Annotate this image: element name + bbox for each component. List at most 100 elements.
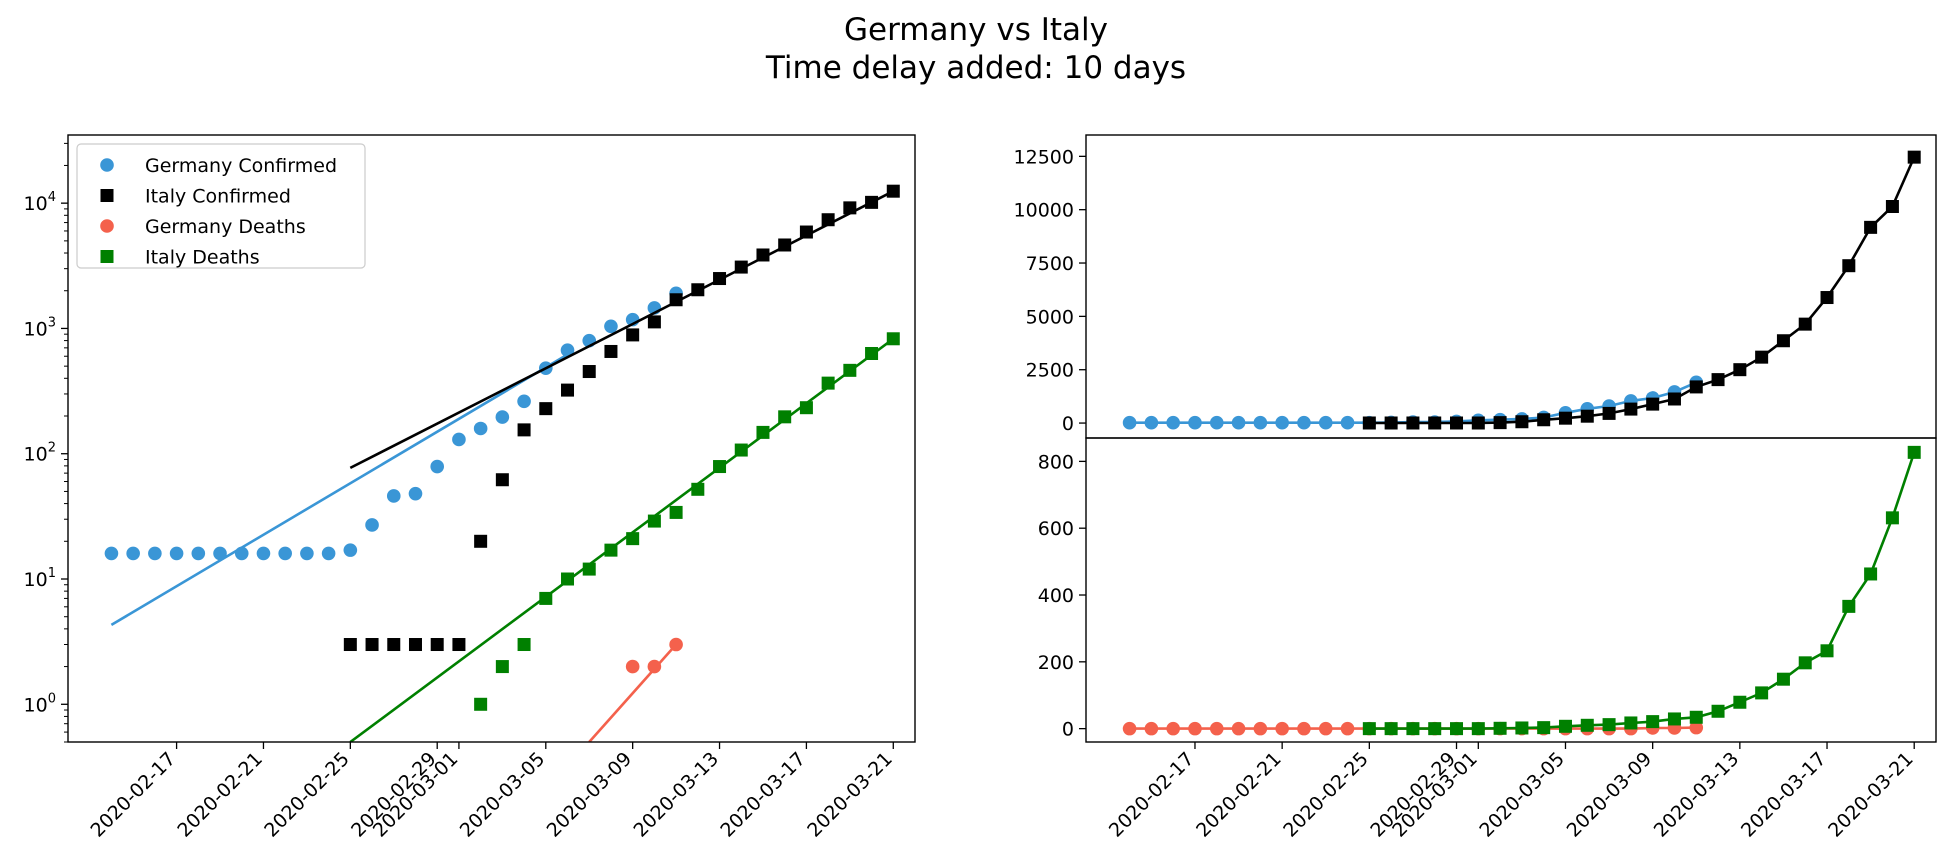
linear-confirmed-panel-frame [1085, 134, 1937, 439]
linear-deaths-panel-point-germany-deaths [1144, 721, 1159, 736]
linear-confirmed-panel-point-italy-confirmed [1733, 363, 1747, 377]
linear-confirmed-panel-point-italy-confirmed [1667, 392, 1681, 406]
log-panel-point-italy-confirmed [517, 423, 531, 437]
log-panel-point-italy-deaths [691, 482, 705, 496]
log-panel-point-germany-confirmed [517, 394, 531, 409]
linear-deaths-panel-y-tick-label: 600 [1038, 518, 1074, 540]
linear-deaths-panel-point-italy-deaths [1406, 722, 1420, 736]
linear-deaths-panel-point-italy-deaths [1450, 722, 1464, 736]
linear-confirmed-panel-point-italy-confirmed [1907, 150, 1921, 164]
linear-deaths-panel-plot-area [1122, 445, 1921, 736]
log-panel-point-germany-confirmed [104, 546, 119, 561]
legend-label-italy-confirmed: Italy Confirmed [145, 186, 291, 208]
log-panel-point-italy-deaths [517, 638, 531, 652]
log-panel-point-italy-deaths [561, 572, 575, 586]
linear-deaths-panel-point-italy-deaths [1820, 644, 1834, 658]
linear-deaths-panel-point-italy-deaths [1471, 722, 1485, 736]
linear-confirmed-panel-point-italy-confirmed [1885, 200, 1899, 214]
log-panel-fit-line-italy-deaths [349, 337, 895, 742]
linear-confirmed-panel-series-italy-confirmed [1362, 150, 1921, 430]
log-panel-point-germany-confirmed [473, 421, 488, 436]
log-panel-point-germany-confirmed [169, 546, 184, 561]
log-panel-point-italy-confirmed [886, 184, 900, 198]
log-panel-x-tick-label: 2020-03-13 [629, 748, 723, 842]
log-panel-point-italy-confirmed [343, 638, 357, 652]
linear-confirmed-panel-point-italy-confirmed [1515, 415, 1529, 429]
linear-confirmed-panel-point-germany-confirmed [1275, 415, 1289, 430]
linear-deaths-panel-y-tick-label: 0 [1062, 719, 1074, 741]
linear-confirmed-panel-y-tick-label: 10000 [1014, 200, 1074, 222]
linear-confirmed-panel-point-italy-confirmed [1798, 317, 1812, 331]
linear-confirmed-panel-line-italy-confirmed [1369, 156, 1916, 425]
linear-confirmed-panel-point-italy-confirmed [1624, 402, 1638, 416]
linear-deaths-panel-point-germany-deaths [1689, 720, 1704, 735]
linear-confirmed-panel-point-italy-confirmed [1711, 373, 1725, 387]
log-panel-point-germany-deaths [669, 637, 683, 652]
log-panel-x-tick-label: 2020-02-21 [173, 748, 267, 842]
linear-confirmed-panel-point-germany-confirmed [1231, 415, 1246, 430]
log-panel-point-germany-deaths [625, 659, 640, 674]
linear-confirmed-panel-point-italy-confirmed [1580, 409, 1594, 423]
legend-box [76, 143, 366, 269]
log-panel-series-germany-confirmed [104, 286, 683, 627]
linear-deaths-panel-point-italy-deaths [1602, 718, 1616, 732]
log-panel-point-germany-confirmed [604, 319, 618, 334]
linear-deaths-panel-x-tick-label: 2020-02-25 [1279, 748, 1373, 842]
linear-confirmed-panel-y-tick-label: 2500 [1026, 360, 1074, 382]
linear-deaths-panel-point-italy-deaths [1689, 710, 1703, 724]
log-panel-point-italy-confirmed [604, 344, 618, 358]
linear-confirmed-panel-point-italy-confirmed [1820, 291, 1834, 305]
legend-marker-germany-deaths [100, 219, 114, 233]
log-panel-y-tick-label: 103 [24, 315, 56, 340]
linear-confirmed-panel-point-italy-confirmed [1602, 406, 1616, 420]
log-panel-point-germany-confirmed [213, 546, 227, 561]
linear-confirmed-panel-point-italy-confirmed [1493, 416, 1507, 430]
linear-deaths-panel-point-italy-deaths [1537, 721, 1551, 735]
linear-deaths-panel-point-italy-deaths [1798, 656, 1812, 670]
linear-confirmed-panel-y-tick-label: 12500 [1014, 146, 1074, 168]
log-panel-point-italy-deaths [495, 660, 509, 674]
log-panel-y-tick-label: 101 [24, 566, 56, 591]
log-panel-y-tick-label: 100 [24, 691, 56, 716]
linear-deaths-panel-x-tick-label: 2020-03-13 [1650, 748, 1744, 842]
linear-deaths-panel-point-italy-deaths [1667, 712, 1681, 726]
linear-confirmed-panel-point-italy-confirmed [1362, 416, 1376, 430]
log-panel-point-italy-confirmed [778, 238, 792, 252]
linear-deaths-panel-point-germany-deaths [1166, 721, 1180, 736]
log-panel-point-italy-deaths [865, 346, 879, 360]
log-panel-point-italy-confirmed [865, 195, 879, 209]
log-panel-point-italy-confirmed [843, 201, 857, 215]
linear-deaths-panel-point-germany-deaths [1275, 721, 1289, 736]
log-panel-point-italy-deaths [582, 562, 596, 576]
log-panel-x-tick-label: 2020-03-09 [543, 748, 637, 842]
log-panel-x-tick-label: 2020-03-05 [456, 748, 550, 842]
linear-deaths-panel-point-germany-deaths [1122, 721, 1137, 736]
log-panel-point-italy-confirmed [626, 328, 640, 342]
linear-deaths-panel-point-italy-deaths [1842, 599, 1856, 613]
log-panel-point-germany-confirmed [278, 546, 292, 561]
legend-marker-italy-deaths [100, 250, 114, 263]
legend: Germany Confirmed Italy Confirmed Germany … [76, 143, 366, 269]
linear-confirmed-panel-point-italy-confirmed [1842, 259, 1856, 273]
linear-deaths-panel-x-tick-label: 2020-03-17 [1737, 748, 1831, 842]
log-panel-x-tick-label: 2020-03-17 [716, 748, 810, 842]
linear-confirmed-panel-y-tick-label: 0 [1062, 413, 1074, 435]
log-panel-point-italy-deaths [799, 401, 813, 415]
linear-confirmed-panel-point-italy-confirmed [1558, 411, 1572, 425]
log-panel-point-italy-deaths [647, 514, 661, 528]
linear-confirmed-panel-y-tick-label: 5000 [1026, 306, 1074, 328]
linear-confirmed-panel-point-italy-confirmed [1864, 220, 1878, 234]
log-panel-fit-line-germany-deaths [588, 643, 678, 742]
linear-deaths-panel: 0 200 400 600 800 2020-02-172020-02-212020-02… [1038, 437, 1937, 842]
linear-confirmed-panel-point-italy-confirmed [1384, 416, 1398, 430]
linear-deaths-panel-point-italy-deaths [1428, 722, 1442, 736]
linear-confirmed-panel-point-germany-confirmed [1188, 415, 1202, 430]
linear-deaths-panel-x-tick-label: 2020-02-17 [1105, 748, 1199, 842]
linear-deaths-panel-point-germany-deaths [1253, 721, 1268, 736]
linear-deaths-panel-point-italy-deaths [1755, 686, 1769, 700]
linear-deaths-panel-point-italy-deaths [1515, 721, 1529, 735]
log-panel-point-italy-confirmed [821, 213, 835, 227]
log-panel-point-italy-confirmed [582, 365, 596, 379]
linear-deaths-panel-x-tick-label: 2020-03-05 [1475, 748, 1569, 842]
